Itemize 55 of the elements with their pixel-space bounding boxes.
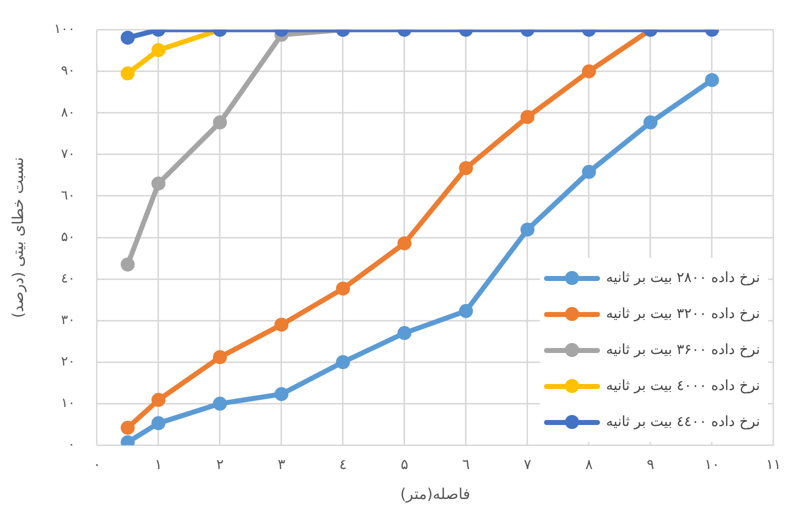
x-tick-label: ۱۰ [704,457,720,474]
point [520,222,534,237]
x-tick-label: ٦ [462,457,470,474]
y-tick-label: ۰ [68,438,75,453]
x-tick-label: ۱۱ [766,457,782,474]
y-tick-label: ۱۰۰ [54,22,75,38]
y-tick-label: ۷۰ [60,146,75,162]
legend-label: نرخ داده ۲۸۰۰ بیت بر ثانیه [606,270,761,286]
point [212,350,227,364]
x-tick-label: ٤ [339,457,347,474]
y-tick-label: ۸۰ [60,105,75,120]
point [336,282,350,296]
y-tick-label: ۱۰ [60,396,75,412]
x-tick-label: ۸ [585,457,594,474]
x-tick-label: ۳ [278,457,286,474]
legend-label: نرخ داده ٤٤۰۰ بیت بر ثانیه [606,414,761,430]
point [151,176,166,190]
x-tick-label: ۲ [216,457,224,474]
y-axis-title: نسبت خطای بیتی (درصد) [8,157,27,318]
x-axis-title: فاصله(متر) [400,484,470,503]
point [643,115,658,130]
x-tick-label: ۱ [154,457,162,474]
point [458,304,473,318]
y-tick-label: ۲۰ [60,354,75,370]
y-tick-label: ۹۰ [60,64,75,79]
point [120,420,135,435]
point [397,326,412,340]
point [151,43,166,58]
point [120,30,135,45]
x-tick-label: ۹ [646,457,654,474]
legend-label: نرخ داده ۳۲۰۰ بیت بر ثانیه [606,306,761,322]
y-tick-label: ٦۰ [60,188,75,204]
point [704,73,719,88]
y-tick-label: ٤۰ [60,271,75,286]
point [336,355,350,370]
point [212,115,227,130]
point [120,258,135,272]
x-tick-label: ۰ [93,457,101,474]
point [212,396,227,411]
point [582,164,596,179]
point [120,66,135,80]
point [397,236,412,250]
x-tick-label: ۷ [524,457,532,474]
point [274,387,288,402]
y-tick-label: ۳۰ [60,312,75,328]
x-tick-label: ۵ [400,457,408,474]
point [274,318,288,332]
legend-label: نرخ داده ٤۰۰۰ بیت بر ثانیه [606,378,761,394]
point [582,64,596,78]
point [458,161,473,176]
point [151,416,166,430]
y-tick-label: ۵۰ [60,230,75,245]
point [151,392,166,407]
legend-label: نرخ داده ۳۶۰۰ بیت بر ثانیه [606,342,761,358]
point [520,110,534,124]
